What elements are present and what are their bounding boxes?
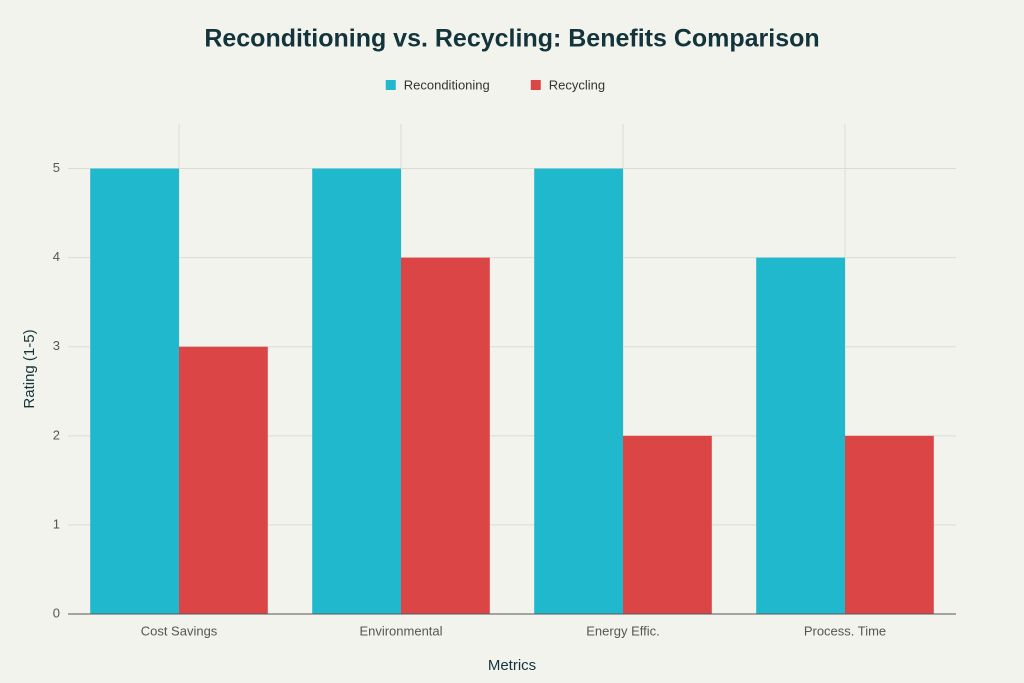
bar bbox=[312, 168, 401, 614]
bar bbox=[845, 435, 934, 614]
legend-label: Recycling bbox=[549, 77, 605, 92]
legend-label: Reconditioning bbox=[404, 77, 490, 92]
bar bbox=[401, 257, 490, 614]
y-tick-label: 2 bbox=[53, 427, 60, 442]
y-tick-label: 1 bbox=[53, 516, 60, 531]
chart-title: Reconditioning vs. Recycling: Benefits C… bbox=[204, 25, 819, 53]
bar bbox=[756, 257, 845, 614]
bar bbox=[623, 435, 712, 614]
y-tick-label: 5 bbox=[53, 160, 60, 175]
y-tick-label: 3 bbox=[53, 338, 60, 353]
bar bbox=[179, 346, 268, 614]
bar bbox=[90, 168, 179, 614]
legend-swatch bbox=[385, 80, 396, 90]
x-tick-label: Process. Time bbox=[804, 623, 886, 638]
bar bbox=[534, 168, 623, 614]
x-tick-label: Environmental bbox=[359, 623, 442, 638]
legend-swatch bbox=[530, 80, 541, 90]
y-axis-label: Rating (1-5) bbox=[21, 329, 38, 408]
y-tick-label: 0 bbox=[53, 605, 60, 620]
y-tick-label: 4 bbox=[53, 249, 60, 264]
x-tick-label: Cost Savings bbox=[141, 623, 218, 638]
x-tick-label: Energy Effic. bbox=[586, 623, 659, 638]
x-axis-label: Metrics bbox=[488, 657, 536, 674]
